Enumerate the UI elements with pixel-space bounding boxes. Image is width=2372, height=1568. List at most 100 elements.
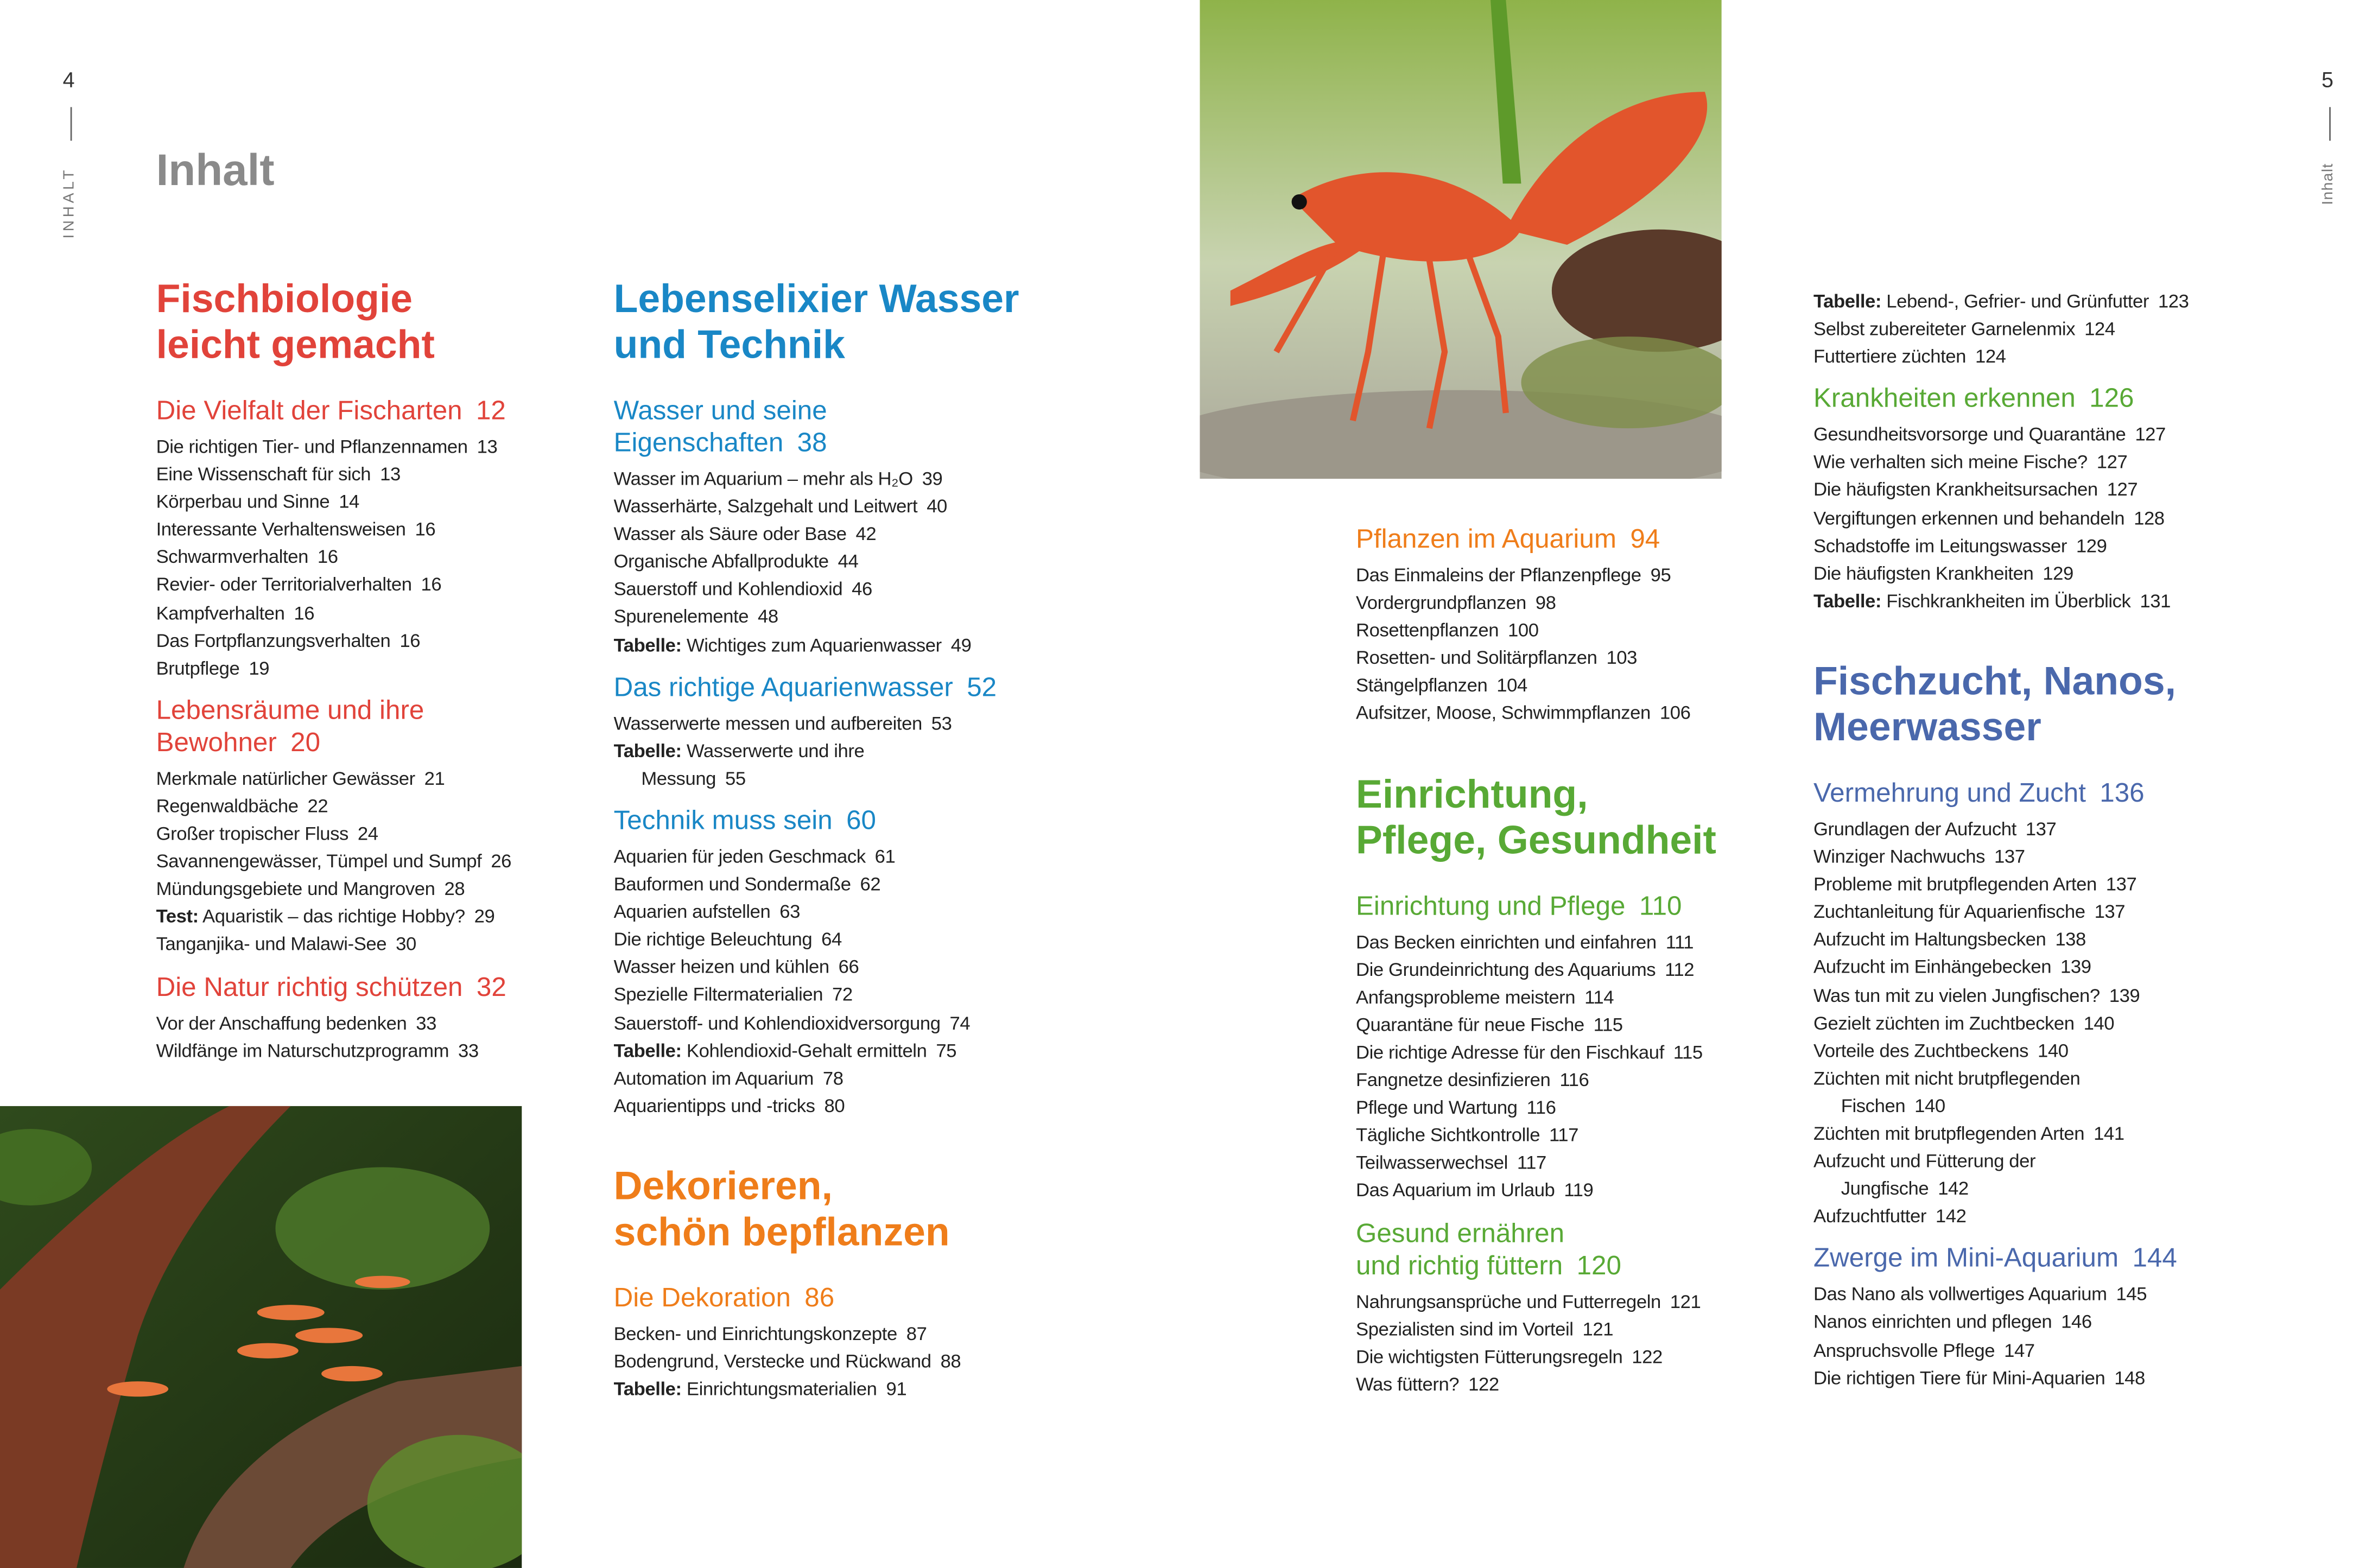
- toc-entry[interactable]: Aufzucht im Einhängebecken 139: [1813, 954, 2273, 981]
- toc-entry[interactable]: Das Aquarium im Urlaub 119: [1356, 1177, 1815, 1205]
- toc-entry[interactable]: Regenwaldbäche 22: [156, 792, 616, 820]
- section-link[interactable]: Vermehrung und Zucht 136: [1813, 777, 2273, 809]
- toc-entry[interactable]: Wasser als Säure oder Base 42: [614, 520, 1073, 548]
- toc-entry[interactable]: Tanganjika- und Malawi-See 30: [156, 931, 616, 958]
- toc-entry[interactable]: Winziger Nachwuchs 137: [1813, 843, 2273, 871]
- section-link[interactable]: Technik muss sein 60: [614, 804, 1073, 836]
- toc-entry[interactable]: Fangnetze desinfizieren 116: [1356, 1067, 1815, 1094]
- toc-entry[interactable]: Test: Aquaristik – das richtige Hobby? 29: [156, 903, 616, 931]
- toc-entry[interactable]: Aquarientipps und -tricks 80: [614, 1092, 1073, 1120]
- toc-entry[interactable]: Tabelle: Einrichtungsmaterialien 91: [614, 1375, 1073, 1403]
- toc-entry[interactable]: Eine Wissenschaft für sich 13: [156, 461, 616, 488]
- toc-entry[interactable]: Tabelle: Lebend-, Gefrier- und Grünfutte…: [1813, 288, 2273, 315]
- toc-entry[interactable]: Sauerstoff- und Kohlendioxidversorgung 74: [614, 1009, 1073, 1037]
- section-link[interactable]: Das richtige Aquarienwasser 52: [614, 671, 1073, 703]
- toc-entry[interactable]: Das Nano als vollwertiges Aquarium 145: [1813, 1281, 2273, 1309]
- section-link[interactable]: Wasser und seine Eigenschaften 38: [614, 395, 1073, 459]
- toc-entry[interactable]: Das Einmaleins der Pflanzenpflege 95: [1356, 561, 1815, 589]
- toc-entry[interactable]: Interessante Verhaltensweisen 16: [156, 516, 616, 544]
- toc-entry[interactable]: Anfangsprobleme meistern 114: [1356, 983, 1815, 1011]
- toc-entry[interactable]: Stängelpflanzen 104: [1356, 672, 1815, 700]
- toc-entry[interactable]: Wildfänge im Naturschutzprogramm 33: [156, 1037, 616, 1064]
- toc-entry[interactable]: Die richtige Beleuchtung 64: [614, 926, 1073, 954]
- toc-entry[interactable]: Wasser im Aquarium – mehr als H₂O 39: [614, 465, 1073, 493]
- toc-entry[interactable]: Pflege und Wartung 116: [1356, 1094, 1815, 1122]
- toc-entry[interactable]: Vorteile des Zuchtbeckens 140: [1813, 1037, 2273, 1064]
- toc-entry[interactable]: Wasserwerte messen und aufbereiten 53: [614, 709, 1073, 737]
- toc-entry[interactable]: Großer tropischer Fluss 24: [156, 820, 616, 848]
- toc-entry[interactable]: Körperbau und Sinne 14: [156, 488, 616, 516]
- toc-entry[interactable]: Die häufigsten Krankheiten 129: [1813, 560, 2273, 587]
- toc-entry[interactable]: Bodengrund, Verstecke und Rückwand 88: [614, 1348, 1073, 1375]
- toc-entry[interactable]: Wasser heizen und kühlen 66: [614, 954, 1073, 981]
- toc-entry[interactable]: Spezielle Filtermaterialien 72: [614, 981, 1073, 1009]
- toc-entry[interactable]: Quarantäne für neue Fische 115: [1356, 1011, 1815, 1039]
- toc-entry[interactable]: Aquarien für jeden Geschmack 61: [614, 843, 1073, 871]
- toc-entry[interactable]: Becken- und Einrichtungskonzepte 87: [614, 1320, 1073, 1348]
- toc-entry[interactable]: Brutpflege 19: [156, 655, 616, 682]
- toc-entry[interactable]: Wasserhärte, Salzgehalt und Leitwert 40: [614, 493, 1073, 520]
- toc-entry[interactable]: Bauformen und Sondermaße 62: [614, 871, 1073, 898]
- toc-entry[interactable]: Tabelle: Wasserwerte und ihre: [614, 737, 1073, 765]
- toc-entry[interactable]: Anspruchsvolle Pflege 147: [1813, 1336, 2273, 1364]
- toc-entry[interactable]: Aufsitzer, Moose, Schwimmpflanzen 106: [1356, 700, 1815, 727]
- toc-entry[interactable]: Merkmale natürlicher Gewässer 21: [156, 765, 616, 792]
- toc-entry[interactable]: Die häufigsten Krankheitsursachen 127: [1813, 477, 2273, 504]
- section-link[interactable]: Gesund ernähren und richtig füttern 120: [1356, 1217, 1815, 1281]
- toc-entry[interactable]: Züchten mit brutpflegenden Arten 141: [1813, 1120, 2273, 1147]
- toc-entry[interactable]: Aufzucht im Haltungsbecken 138: [1813, 926, 2273, 954]
- toc-entry[interactable]: Die richtigen Tiere für Mini-Aquarien 148: [1813, 1364, 2273, 1392]
- toc-entry[interactable]: Savannengewässer, Tümpel und Sumpf 26: [156, 848, 616, 875]
- toc-entry[interactable]: Jungfische 142: [1813, 1175, 2273, 1203]
- toc-entry[interactable]: Automation im Aquarium 78: [614, 1064, 1073, 1092]
- toc-entry[interactable]: Die wichtigsten Fütterungsregeln 122: [1356, 1343, 1815, 1370]
- toc-entry[interactable]: Das Fortpflanzungsverhalten 16: [156, 627, 616, 655]
- toc-entry[interactable]: Die richtigen Tier- und Pflanzennamen 13: [156, 433, 616, 461]
- toc-entry[interactable]: Tabelle: Fischkrankheiten im Überblick 13…: [1813, 587, 2273, 615]
- toc-entry[interactable]: Spezialisten sind im Vorteil 121: [1356, 1315, 1815, 1343]
- toc-entry[interactable]: Was tun mit zu vielen Jungfischen? 139: [1813, 981, 2273, 1009]
- toc-entry[interactable]: Wie verhalten sich meine Fische? 127: [1813, 449, 2273, 477]
- toc-entry[interactable]: Spurenelemente 48: [614, 604, 1073, 631]
- toc-entry[interactable]: Teilwasserwechsel 117: [1356, 1150, 1815, 1177]
- toc-entry[interactable]: Sauerstoff und Kohlendioxid 46: [614, 576, 1073, 604]
- toc-entry[interactable]: Tägliche Sichtkontrolle 117: [1356, 1122, 1815, 1150]
- toc-entry[interactable]: Aquarien aufstellen 63: [614, 898, 1073, 926]
- toc-entry[interactable]: Was füttern? 122: [1356, 1370, 1815, 1398]
- section-link[interactable]: Einrichtung und Pflege 110: [1356, 890, 1815, 922]
- toc-entry[interactable]: Tabelle: Wichtiges zum Aquarienwasser 49: [614, 631, 1073, 659]
- toc-entry[interactable]: Fischen 140: [1813, 1092, 2273, 1120]
- toc-entry[interactable]: Gezielt züchten im Zuchtbecken 140: [1813, 1009, 2273, 1037]
- toc-entry[interactable]: Schadstoffe im Leitungswasser 129: [1813, 532, 2273, 560]
- toc-entry[interactable]: Futtertiere züchten 124: [1813, 343, 2273, 371]
- section-link[interactable]: Pflanzen im Aquarium 94: [1356, 523, 1815, 555]
- toc-entry[interactable]: Nahrungsansprüche und Futterregeln 121: [1356, 1287, 1815, 1315]
- toc-entry[interactable]: Schwarmverhalten 16: [156, 544, 616, 572]
- toc-entry[interactable]: Die richtige Adresse für den Fischkauf 11…: [1356, 1039, 1815, 1067]
- toc-entry[interactable]: Rosettenpflanzen 100: [1356, 617, 1815, 644]
- section-link[interactable]: Die Dekoration 86: [614, 1282, 1073, 1314]
- section-link[interactable]: Die Vielfalt der Fischarten 12: [156, 395, 616, 427]
- toc-entry[interactable]: Selbst zubereiteter Garnelenmix 124: [1813, 315, 2273, 343]
- toc-entry[interactable]: Zuchtanleitung für Aquarienfische 137: [1813, 898, 2273, 926]
- toc-entry[interactable]: Nanos einrichten und pflegen 146: [1813, 1309, 2273, 1336]
- toc-entry[interactable]: Grundlagen der Aufzucht 137: [1813, 815, 2273, 843]
- section-link[interactable]: Die Natur richtig schützen 32: [156, 970, 616, 1002]
- toc-entry[interactable]: Revier- oder Territorialverhalten 16: [156, 572, 616, 599]
- toc-entry[interactable]: Vergiftungen erkennen und behandeln 128: [1813, 504, 2273, 532]
- toc-entry[interactable]: Vor der Anschaffung bedenken 33: [156, 1009, 616, 1037]
- section-link[interactable]: Krankheiten erkennen 126: [1813, 383, 2273, 415]
- toc-entry[interactable]: Mündungsgebiete und Mangroven 28: [156, 875, 616, 903]
- section-link[interactable]: Zwerge im Mini-Aquarium 144: [1813, 1243, 2273, 1275]
- toc-entry[interactable]: Die Grundeinrichtung des Aquariums 112: [1356, 956, 1815, 983]
- toc-entry[interactable]: Aufzuchtfutter 142: [1813, 1203, 2273, 1230]
- toc-entry[interactable]: Probleme mit brutpflegenden Arten 137: [1813, 871, 2273, 898]
- toc-entry[interactable]: Aufzucht und Fütterung der: [1813, 1147, 2273, 1175]
- toc-entry[interactable]: Messung 55: [614, 765, 1073, 792]
- toc-entry[interactable]: Organische Abfallprodukte 44: [614, 548, 1073, 576]
- toc-entry[interactable]: Tabelle: Kohlendioxid-Gehalt ermitteln 75: [614, 1037, 1073, 1064]
- toc-entry[interactable]: Kampfverhalten 16: [156, 599, 616, 627]
- toc-entry[interactable]: Züchten mit nicht brutpflegenden: [1813, 1064, 2273, 1092]
- toc-entry[interactable]: Das Becken einrichten und einfahren 111: [1356, 928, 1815, 956]
- toc-entry[interactable]: Rosetten- und Solitärpflanzen 103: [1356, 644, 1815, 672]
